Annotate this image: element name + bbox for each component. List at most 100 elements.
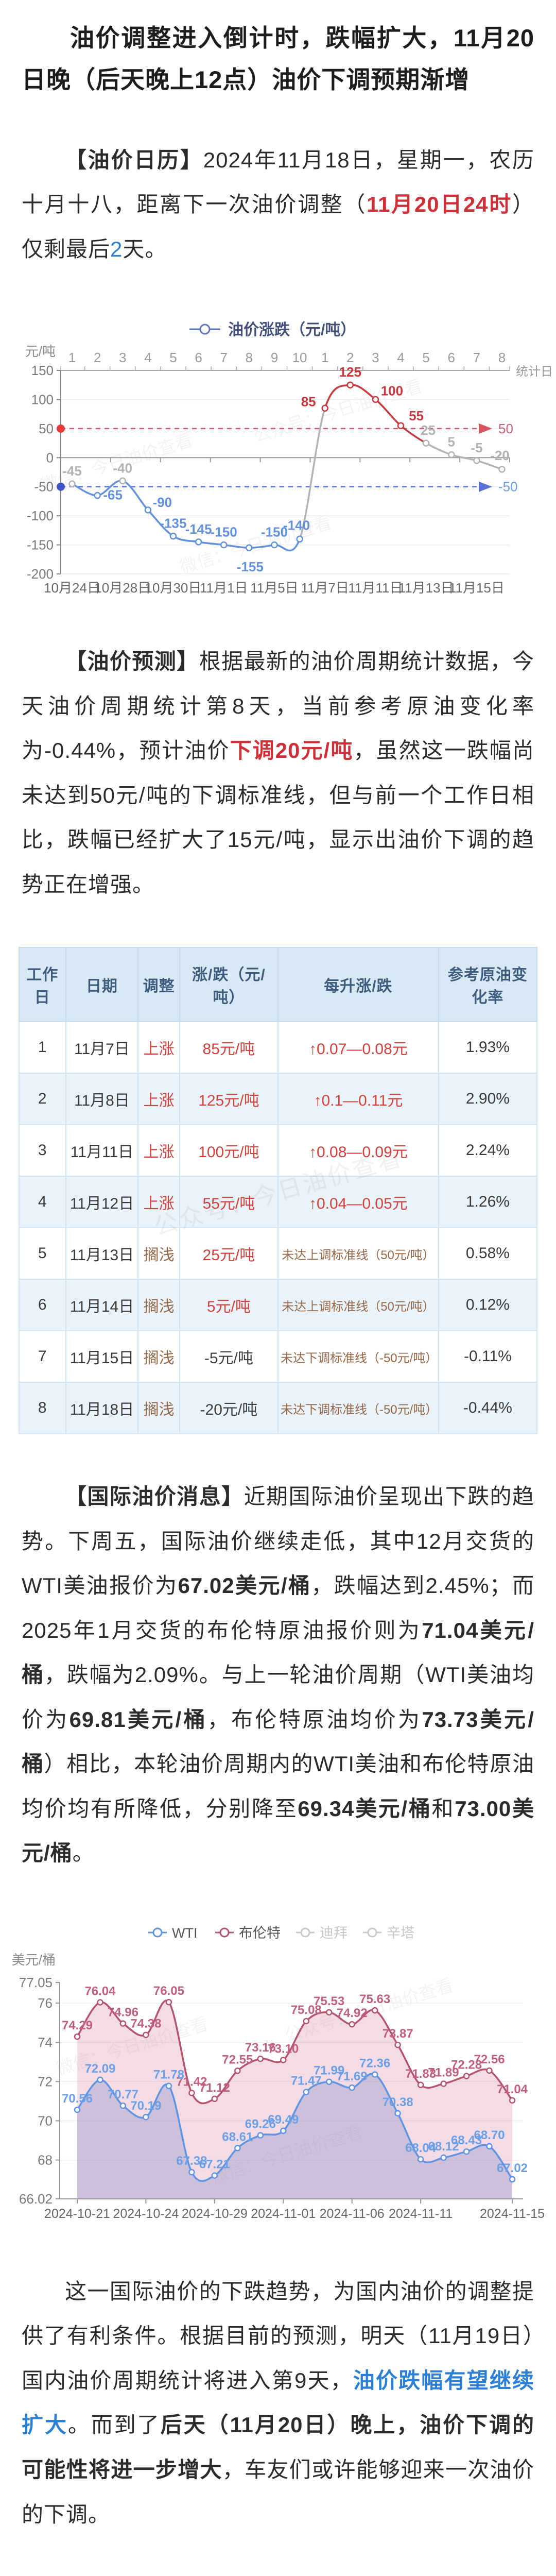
value-label: 74.29: [62, 2019, 93, 2032]
y-axis-unit: 元/吨: [25, 344, 56, 359]
data-point: [271, 541, 278, 549]
data-point: [321, 404, 328, 412]
data-point: [440, 2154, 447, 2161]
value-label: 72.09: [84, 2062, 115, 2076]
value-label: -20: [490, 448, 510, 463]
x-tick-label: 10月28日: [94, 580, 151, 596]
x-tick-label: 2024-10-24: [113, 2207, 179, 2221]
value-label: 75.08: [291, 2003, 322, 2017]
value-label: 71.99: [314, 2064, 344, 2078]
x-tick-label: 2024-10-21: [44, 2207, 110, 2221]
table-cell: 11月7日: [65, 1021, 139, 1074]
value-label: 70.56: [62, 2092, 93, 2106]
text-segment: 。而到了: [67, 2413, 161, 2437]
text-segment: ）仅剩最后: [22, 192, 534, 261]
legend-item-辛塔[interactable]: 辛塔: [363, 1925, 414, 1941]
text-segment: 和: [431, 1796, 455, 1821]
legend-item-布伦特[interactable]: 布伦特: [215, 1925, 281, 1941]
value-label: 25: [421, 422, 436, 438]
line-segment: [197, 541, 225, 546]
legend-item-迪拜[interactable]: 迪拜: [296, 1925, 348, 1941]
column-header: 涨/跌（元/吨）: [179, 947, 279, 1023]
data-point: [498, 466, 506, 473]
data-point: [169, 533, 177, 540]
table-cell: 11月12日: [65, 1176, 139, 1229]
table-cell: 11月14日: [65, 1279, 139, 1332]
data-point: [371, 2007, 378, 2014]
threshold-origin-dot: [57, 482, 65, 491]
y-tick-label: 0: [46, 450, 54, 465]
table-cell: 搁浅: [137, 1330, 180, 1383]
text-segment: ，布伦特原油均价为: [207, 1707, 422, 1732]
text-segment: 【油价日历】: [65, 147, 203, 172]
table-body: 1 11月7日 上涨 85元/吨 ↑0.07—0.08元 1.93% 2 11月8日 上涨 125…: [19, 1021, 538, 1435]
data-point: [325, 2078, 333, 2085]
threshold-label: 50: [498, 421, 513, 436]
stat-day-tick-label: 6: [448, 350, 455, 365]
threshold-label: -50: [498, 479, 518, 495]
international-oil-price-chart: 微信：今日油价查看公众号：今日油价查看微信：今日油价查看WTI布伦特迪拜辛塔美元…: [0, 1913, 556, 2232]
data-point: [211, 2095, 218, 2102]
y-tick-label: -200: [27, 566, 54, 582]
text-segment: ，虽然这一跌幅尚未达到50元/吨的下调标准线，但与前一个工作日相比，跌幅已经扩大…: [22, 738, 534, 896]
data-point: [448, 451, 455, 459]
stat-day-tick-label: 8: [498, 350, 506, 365]
data-point: [325, 2009, 333, 2016]
table-cell: 11月11日: [65, 1124, 139, 1177]
text-segment: 71.04美元/桶: [22, 1618, 534, 1687]
value-label: 68.04: [405, 2141, 437, 2155]
value-label: -135: [160, 516, 186, 531]
table-row: 5 11月13日 搁浅 25元/吨 未达上调标准线（50元/吨） 0.58%: [19, 1227, 538, 1280]
data-point: [346, 381, 354, 389]
table-cell: ↑0.04—0.05元: [277, 1176, 439, 1229]
table-cell: 8: [19, 1382, 66, 1435]
y-tick-label: 150: [31, 363, 54, 378]
legend-circle-icon: [300, 1927, 310, 1938]
legend-label: 布伦特: [239, 1925, 281, 1941]
value-label: 68.43: [451, 2133, 482, 2147]
table-cell: 11月15日: [65, 1330, 139, 1383]
value-label: 70.19: [130, 2099, 161, 2113]
value-label: 71.12: [199, 2081, 230, 2095]
x-tick-label: 2024-11-11: [389, 2207, 453, 2221]
x-tick-label: 11月5日: [250, 580, 298, 596]
text-segment: 油价跌幅有望继续扩大: [22, 2368, 534, 2437]
table-cell: 11月8日: [65, 1073, 139, 1126]
data-point: [422, 439, 430, 447]
text-segment: 2: [110, 236, 123, 261]
text-segment: 近期国际油价呈现出下跌的趋势。下周五，国际油价继续走低，其中12月交货的WTI美…: [22, 1484, 534, 1598]
stat-day-tick-label: 5: [169, 350, 177, 365]
paragraph-oil-calendar: 【油价日历】2024年11月18日，星期一，农历十月十八，距离下一次油价调整（1…: [0, 138, 556, 272]
value-label: -40: [113, 461, 132, 476]
value-label: 75.53: [314, 1994, 344, 2008]
table-cell: 6: [19, 1279, 66, 1332]
column-header: 日期: [65, 947, 139, 1023]
data-point: [188, 2090, 195, 2096]
data-point: [257, 2132, 264, 2139]
value-label: 68.70: [474, 2128, 505, 2142]
table-row: 7 11月15日 搁浅 -5元/吨 未达下调标准线（-50元/吨） -0.11%: [19, 1330, 538, 1383]
stat-day-tick-label: 4: [144, 350, 151, 365]
data-point: [463, 2073, 470, 2079]
series-line: [76, 1999, 513, 2105]
x-tick-label: 2024-11-06: [320, 2207, 385, 2221]
value-label: 70.77: [108, 2088, 138, 2102]
chart-legend[interactable]: 油价涨跌（元/吨）: [189, 321, 356, 338]
legend-item-WTI[interactable]: WTI: [148, 1925, 197, 1941]
international-chart-canvas: 微信：今日油价查看公众号：今日油价查看微信：今日油价查看WTI布伦特迪拜辛塔美元…: [0, 1913, 556, 2232]
y-tick-label: 70: [38, 2113, 53, 2128]
value-label: 5: [448, 434, 455, 450]
data-point: [246, 544, 253, 552]
text-segment: 下调20元/吨: [230, 738, 354, 763]
data-point: [509, 2097, 516, 2104]
series-area: [77, 2074, 512, 2199]
table-cell: 0.12%: [438, 1279, 538, 1332]
value-label: -150: [211, 524, 237, 540]
data-point: [68, 480, 76, 488]
text-segment: 73.00美元/桶: [22, 1796, 534, 1866]
value-label: 55: [409, 408, 424, 423]
value-label: 73.87: [383, 2027, 413, 2041]
table-cell: -0.11%: [438, 1330, 538, 1383]
value-label: 72.56: [474, 2053, 505, 2066]
table-cell: -5元/吨: [179, 1330, 279, 1383]
